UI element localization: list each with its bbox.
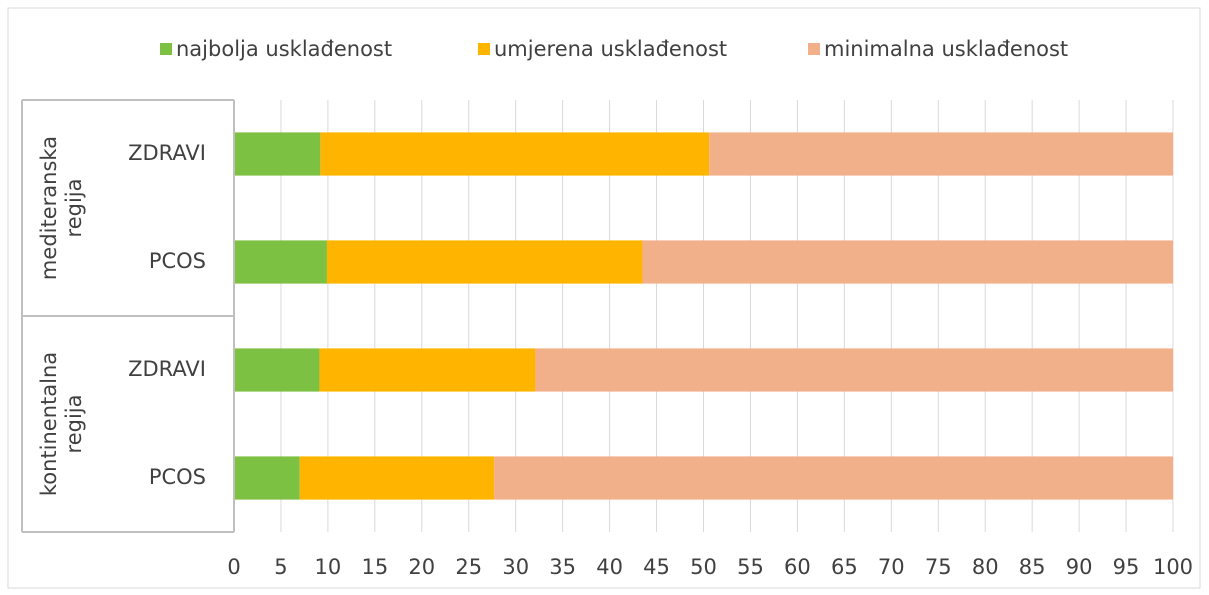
- x-tick-label: 50: [690, 555, 717, 579]
- y-tick-label: ZDRAVI: [128, 141, 206, 165]
- x-tick-label: 45: [643, 555, 670, 579]
- legend-swatch: [160, 43, 172, 55]
- y-tick-label: ZDRAVI: [128, 357, 206, 381]
- legend-swatch: [808, 43, 820, 55]
- x-tick-label: 90: [1066, 555, 1093, 579]
- legend-label: umjerena usklađenost: [494, 37, 727, 61]
- x-tick-label: 0: [227, 555, 240, 579]
- x-tick-label: 70: [878, 555, 905, 579]
- bar-segment: [320, 132, 710, 176]
- y-tick-label: PCOS: [149, 249, 206, 273]
- bar-segment: [299, 456, 495, 500]
- bar-segment: [234, 348, 320, 392]
- x-tick-label: 65: [831, 555, 858, 579]
- bar-segment: [234, 240, 327, 284]
- bar-segment: [494, 456, 1173, 500]
- x-tick-label: 55: [737, 555, 764, 579]
- legend-label: minimalna usklađenost: [824, 37, 1068, 61]
- y-tick-label: PCOS: [149, 465, 206, 489]
- chart-border: [7, 7, 1201, 589]
- x-tick-label: 80: [972, 555, 999, 579]
- bar-segment: [535, 348, 1173, 392]
- x-tick-label: 100: [1153, 555, 1193, 579]
- bar-segment: [319, 348, 536, 392]
- group-label: kontinentalna regija: [37, 351, 86, 497]
- group-label: mediteranska regija: [37, 135, 86, 281]
- legend-label: najbolja usklađenost: [176, 37, 392, 61]
- x-tick-label: 15: [361, 555, 388, 579]
- bar-segment: [234, 456, 300, 500]
- legend-swatch: [478, 43, 490, 55]
- x-tick-label: 40: [596, 555, 623, 579]
- bar-segment: [234, 132, 321, 176]
- x-tick-label: 35: [549, 555, 576, 579]
- x-tick-label: 25: [455, 555, 482, 579]
- bar-segment: [709, 132, 1173, 176]
- bar-segment: [326, 240, 643, 284]
- x-tick-label: 20: [408, 555, 435, 579]
- x-tick-label: 10: [315, 555, 342, 579]
- x-tick-label: 85: [1019, 555, 1046, 579]
- x-tick-label: 60: [784, 555, 811, 579]
- x-tick-label: 75: [925, 555, 952, 579]
- bar-segment: [642, 240, 1173, 284]
- x-tick-label: 95: [1113, 555, 1140, 579]
- x-tick-label: 5: [274, 555, 287, 579]
- x-tick-label: 30: [502, 555, 529, 579]
